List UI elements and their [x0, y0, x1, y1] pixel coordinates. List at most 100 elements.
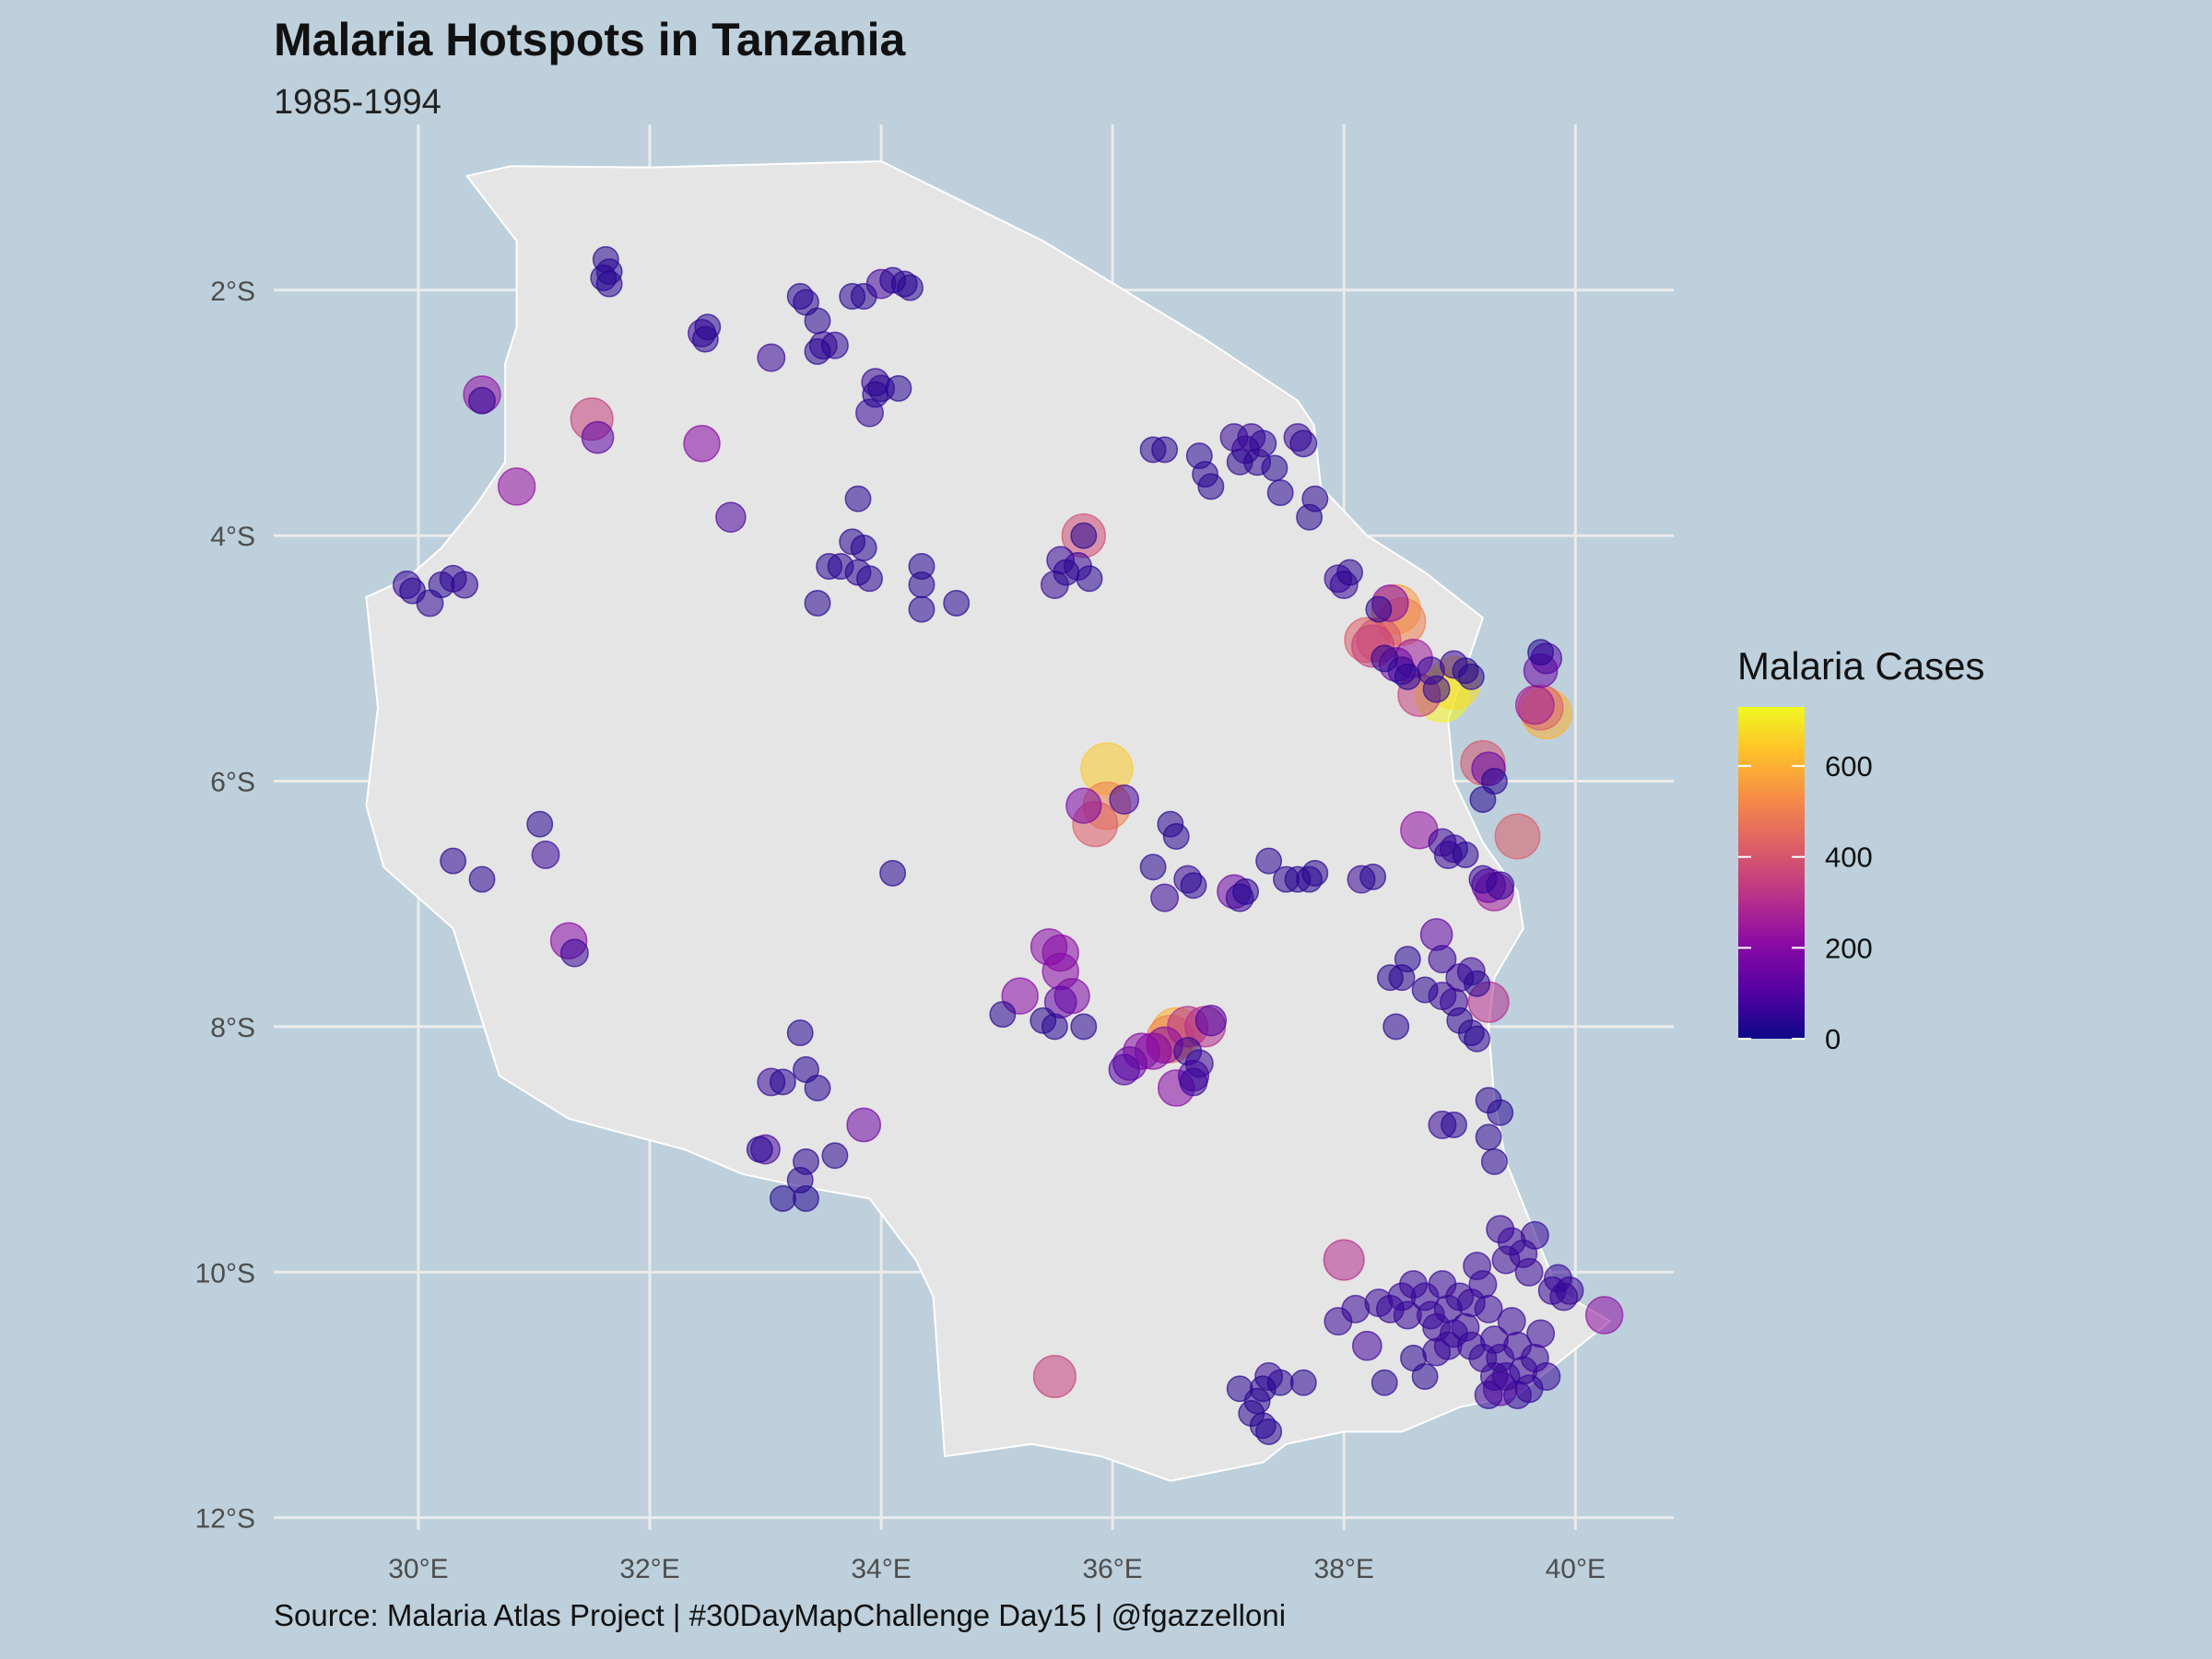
malaria-point [1464, 1025, 1491, 1053]
malaria-point [1514, 1257, 1544, 1287]
malaria-point [885, 374, 912, 402]
malaria-point [1139, 853, 1167, 881]
malaria-point [844, 485, 872, 512]
malaria-point [1520, 1220, 1549, 1250]
malaria-point [850, 535, 877, 561]
legend-ticks: 0 200 400 600 [1738, 750, 1873, 1055]
malaria-point [1296, 503, 1324, 531]
malaria-point [1527, 639, 1555, 666]
y-tick-label: 10°S [195, 1258, 255, 1288]
malaria-point [1173, 1037, 1203, 1066]
malaria-point [1150, 883, 1180, 912]
malaria-point [1411, 1363, 1439, 1390]
malaria-point [1371, 1369, 1398, 1396]
malaria-point [1584, 1296, 1624, 1335]
malaria-point [1486, 871, 1515, 900]
malaria-point [1487, 1099, 1514, 1126]
malaria-point [1301, 859, 1329, 887]
malaria-point [1441, 1112, 1467, 1138]
malaria-point [1365, 595, 1393, 623]
y-axis-ticks: 2°S 4°S 6°S 8°S 10°S 12°S [195, 276, 255, 1535]
malaria-point [1411, 976, 1439, 1004]
malaria-point [590, 265, 618, 291]
legend-colorbar [1738, 707, 1805, 1039]
malaria-point [683, 425, 721, 463]
malaria-point [804, 337, 831, 365]
y-tick-label: 6°S [210, 768, 255, 798]
malaria-point [1070, 1013, 1098, 1041]
malaria-point [1433, 1331, 1463, 1360]
malaria-point [850, 283, 877, 310]
malaria-point [1474, 1294, 1503, 1324]
malaria-point [1108, 1053, 1140, 1086]
malaria-point [1179, 1067, 1208, 1097]
x-axis-ticks: 30°E 32°E 34°E 36°E 38°E 40°E [388, 1554, 1606, 1584]
malaria-point [1526, 1319, 1556, 1348]
x-tick-label: 30°E [388, 1554, 448, 1584]
legend-tick-label: 0 [1825, 1023, 1841, 1055]
legend-tick-label: 200 [1825, 932, 1873, 964]
malaria-point [581, 420, 615, 454]
malaria-point [1109, 784, 1140, 815]
y-tick-label: 4°S [210, 522, 255, 552]
malaria-point [440, 847, 467, 875]
color-legend: Malaria Cases 0 200 400 600 [1737, 644, 1984, 1055]
malaria-point [879, 859, 907, 887]
malaria-point [1394, 663, 1421, 690]
malaria-point [1261, 454, 1288, 482]
malaria-point [1180, 872, 1207, 900]
malaria-point [1514, 685, 1555, 725]
malaria-point [1249, 429, 1277, 458]
legend-tick-label: 400 [1825, 841, 1873, 874]
malaria-point [694, 313, 722, 341]
malaria-point [1151, 436, 1179, 464]
malaria-point [1076, 565, 1103, 593]
x-tick-label: 36°E [1082, 1554, 1142, 1584]
malaria-point [1475, 1124, 1502, 1151]
malaria-point [1266, 479, 1294, 507]
malaria-point [989, 1001, 1017, 1029]
malaria-point [559, 938, 589, 968]
malaria-point [1070, 522, 1098, 549]
malaria-point [1452, 841, 1479, 868]
map-caption: Source: Malaria Atlas Project | #30DayMa… [274, 1598, 1287, 1632]
malaria-point [1419, 918, 1453, 951]
malaria-point [1494, 813, 1541, 860]
malaria-point [786, 1019, 814, 1047]
legend-title: Malaria Cases [1737, 644, 1984, 688]
malaria-point [821, 1142, 849, 1170]
malaria-point [1226, 448, 1253, 476]
malaria-point [746, 1135, 773, 1163]
malaria-point [804, 1075, 831, 1101]
malaria-point [1555, 1276, 1584, 1305]
malaria-point [1359, 863, 1387, 890]
malaria-point [399, 577, 427, 605]
malaria-point [1491, 1245, 1521, 1275]
malaria-point [769, 1068, 796, 1096]
malaria-point [862, 381, 889, 408]
map-title: Malaria Hotspots in Tanzania [274, 14, 906, 65]
malaria-point [856, 565, 883, 593]
x-tick-label: 40°E [1546, 1554, 1606, 1584]
malaria-point [1503, 1381, 1532, 1409]
legend-tick-label: 600 [1825, 750, 1873, 782]
malaria-point [1323, 1239, 1365, 1281]
malaria-point [1468, 1270, 1498, 1300]
malaria-point [1041, 1013, 1068, 1041]
malaria-point [468, 865, 496, 893]
malaria-point [943, 589, 971, 617]
malaria-point [908, 571, 935, 598]
malaria-point [1469, 786, 1497, 813]
malaria-point [1376, 964, 1404, 992]
x-tick-label: 34°E [851, 1554, 911, 1584]
malaria-point [804, 589, 831, 617]
malaria-point [908, 595, 935, 623]
malaria-points [392, 246, 1624, 1445]
malaria-point [428, 571, 455, 598]
malaria-point [1480, 1147, 1508, 1175]
x-tick-label: 38°E [1314, 1554, 1374, 1584]
malaria-point [1255, 1418, 1283, 1445]
malaria-point [757, 343, 786, 372]
tanzania-outline [365, 159, 1612, 1482]
